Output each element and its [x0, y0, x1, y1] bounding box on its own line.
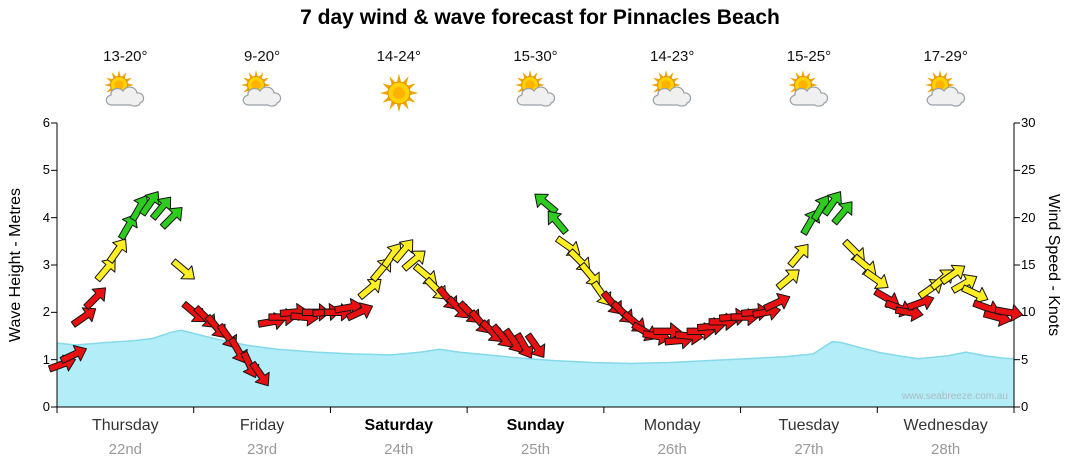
wind-arrow — [94, 258, 116, 283]
wave-height-line — [56, 329, 1015, 365]
weather-icon — [238, 70, 286, 116]
page-title: 7 day wind & wave forecast for Pinnacles… — [300, 6, 780, 29]
wave-axis-tick-label: 6 — [42, 115, 50, 130]
wind-arrow — [149, 196, 172, 221]
sunny-icon — [379, 73, 419, 113]
wind-arrow — [392, 239, 414, 264]
partly-cloudy-icon — [241, 70, 282, 107]
wind-arrow — [401, 250, 426, 272]
date-label: 22nd — [108, 441, 143, 458]
weather-icon — [922, 70, 970, 116]
date-label: 26th — [657, 441, 687, 458]
partly-cloudy-icon — [514, 70, 555, 107]
wind-axis-tick-label: 15 — [1021, 257, 1036, 272]
weather-icon — [785, 70, 833, 116]
wave-axis-tick-label: 5 — [42, 162, 50, 178]
partly-cloudy-icon — [651, 70, 692, 107]
wind-arrow — [831, 201, 853, 226]
date-label: 23rd — [247, 441, 278, 458]
weather-icon — [512, 70, 560, 116]
wind-axis-tick-label: 25 — [1021, 162, 1036, 178]
temperature-range: 13-20° — [103, 48, 148, 65]
wind-arrow — [170, 258, 195, 280]
temperature-range: 17-29° — [923, 48, 968, 65]
wind-axis-tick-label: 10 — [1021, 304, 1036, 320]
day-label: Friday — [239, 417, 285, 434]
wind-axis-tick-label: 30 — [1021, 115, 1036, 130]
wind-axis-tick-label: 0 — [1021, 399, 1029, 414]
day-label: Wednesday — [903, 417, 988, 434]
wave-axis-tick-label: 3 — [42, 257, 50, 272]
wind-arrow — [994, 304, 1024, 322]
date-label: 25th — [520, 441, 551, 458]
wind-axis-tick-label: 5 — [1021, 351, 1029, 367]
watermark: www.seabreeze.com.au — [901, 391, 1008, 402]
weather-icon — [101, 70, 149, 116]
wind-arrow — [961, 284, 989, 304]
wave-height-area — [57, 330, 1014, 407]
temperature-range: 14-24° — [376, 48, 421, 65]
wind-arrow — [763, 293, 791, 312]
day-label: Saturday — [364, 417, 434, 434]
wind-arrow — [821, 191, 842, 217]
wind-arrow — [83, 287, 107, 311]
wind-arrow — [863, 268, 889, 289]
temperature-range: 14-23° — [650, 48, 695, 65]
wind-arrow — [159, 206, 183, 230]
wind-arrow — [70, 307, 97, 328]
wind-arrow — [547, 210, 569, 235]
wind-arrow — [775, 269, 800, 291]
wind-arrow — [787, 243, 809, 269]
wave-axis-tick-label: 4 — [42, 209, 50, 225]
wind-arrow — [514, 332, 534, 359]
wind-arrow — [59, 345, 87, 364]
weather-icon — [648, 70, 696, 116]
wind-arrow — [118, 214, 138, 241]
weather-icon — [375, 70, 423, 116]
temperature-range: 15-30° — [513, 48, 558, 65]
partly-cloudy-icon — [924, 70, 965, 107]
day-label: Tuesday — [778, 417, 840, 434]
wave-axis-tick-label: 0 — [42, 399, 50, 414]
wind-arrow — [357, 278, 382, 301]
date-label: 24th — [384, 441, 414, 458]
date-label: 27th — [794, 441, 824, 458]
wind-arrow — [139, 191, 160, 217]
wind-arrow — [524, 332, 546, 358]
partly-cloudy-icon — [788, 70, 829, 107]
day-label: Thursday — [91, 417, 159, 434]
wind-arrow — [345, 302, 374, 322]
wind-arrow — [939, 264, 966, 286]
temperature-range: 9-20° — [244, 48, 281, 65]
wind-arrow — [950, 274, 978, 294]
wind-arrow — [534, 193, 559, 215]
wind-arrow — [106, 238, 128, 264]
temperature-range: 15-25° — [786, 48, 832, 65]
wave-axis-tick-label: 2 — [42, 304, 50, 320]
wave-axis-tick-label: 1 — [42, 351, 50, 367]
day-label: Sunday — [506, 417, 565, 434]
wind-axis-tick-label: 20 — [1021, 209, 1036, 225]
wind-arrow — [249, 360, 270, 387]
day-label: Monday — [643, 417, 701, 434]
partly-cloudy-icon — [104, 70, 145, 107]
date-label: 28th — [931, 441, 961, 458]
